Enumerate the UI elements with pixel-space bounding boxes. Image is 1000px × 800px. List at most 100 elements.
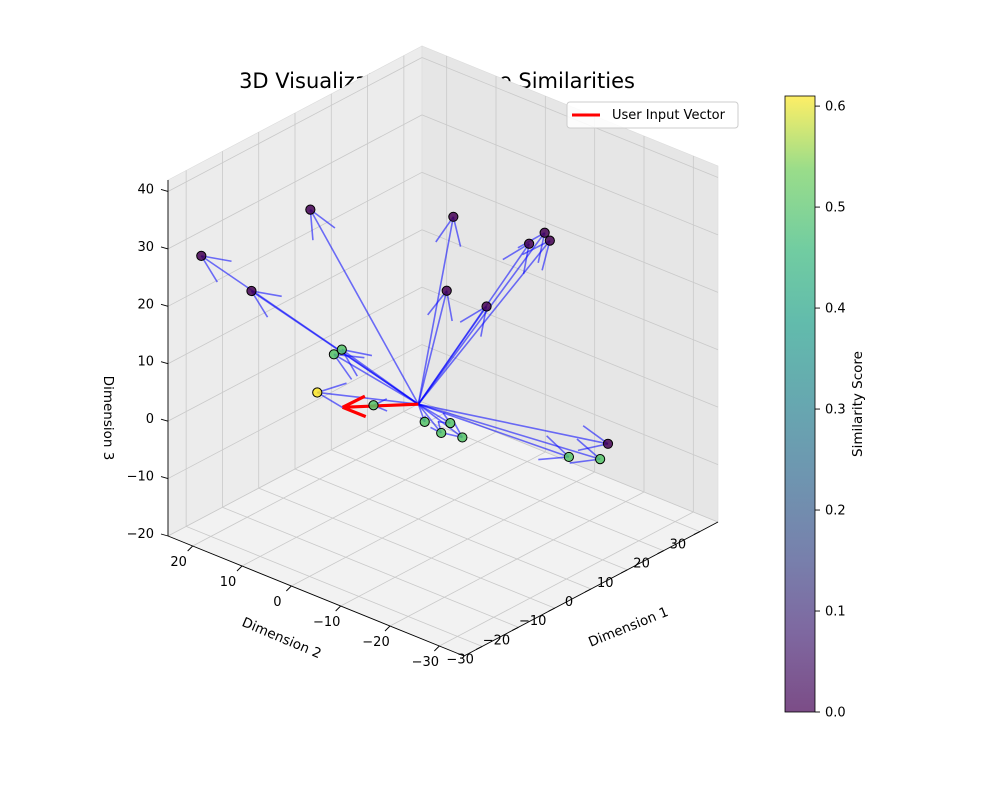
y-tick (187, 545, 193, 552)
similarity-vector-head-a (309, 208, 336, 229)
grid-floor-x (222, 506, 519, 628)
similarity-vector (417, 240, 551, 405)
grid-floor-y (241, 431, 497, 567)
z-tick (160, 303, 169, 307)
x-tick-label: 20 (633, 557, 650, 572)
recipe-point (336, 344, 347, 355)
legend: User Input Vector (566, 101, 739, 129)
y-tick-label: 0 (273, 595, 281, 610)
similarity-vector-head-b (200, 255, 218, 283)
recipe-point (524, 238, 535, 249)
colorbar-tick-label: 0.1 (825, 605, 846, 620)
similarity-vector (418, 403, 570, 458)
z-tick-label: 30 (137, 240, 154, 255)
user-vector-head-a (341, 394, 366, 409)
x-tick-label: −20 (483, 633, 510, 648)
similarity-vector-head-b (250, 290, 269, 318)
grid-wall-z-x (167, 229, 423, 365)
recipe-point (457, 432, 468, 443)
y-tick (434, 645, 440, 652)
colorbar-tick-label: 0.0 (825, 706, 846, 721)
recipe-point (602, 438, 614, 449)
user-vector-head-b (341, 405, 367, 419)
similarity-vector-head-a (341, 348, 373, 357)
z-tick-label: 40 (137, 182, 154, 197)
similarity-vector-head-b (502, 243, 530, 261)
z-tick (160, 476, 169, 480)
colorbar-tick-label: 0.4 (825, 302, 846, 317)
recipe-point (441, 285, 452, 296)
similarity-vector (417, 232, 546, 405)
similarity-vector-head-a (577, 443, 609, 452)
similarity-vector (418, 403, 609, 445)
similarity-vector-head-a (201, 255, 232, 263)
similarity-vector (418, 403, 601, 460)
x-tick-label: 10 (597, 576, 614, 591)
grid-wall-z-x (167, 401, 423, 537)
recipe-point (246, 285, 257, 297)
x-tick-label: −10 (519, 614, 546, 629)
colorbar-ticks: 0.0 0.1 0.2 0.3 0.4 0.5 0.6 (815, 100, 846, 721)
z-tick (160, 246, 169, 250)
grid-wall-z-y (421, 344, 719, 465)
user-input-vector (341, 394, 419, 419)
z-tick-label: 20 (137, 297, 154, 312)
z-tick-label: 0 (146, 412, 154, 427)
similarity-vector (417, 403, 463, 439)
grid-lines (167, 55, 719, 647)
similarity-vectors (200, 208, 609, 464)
x-tick (512, 626, 519, 631)
x-tick (584, 588, 592, 593)
similarity-vector (417, 290, 448, 405)
similarity-vector-head-a (522, 243, 530, 275)
colorbar-tick-label: 0.5 (825, 201, 846, 216)
similarity-vector (309, 209, 420, 405)
y-axis-label: Dimension 2 (239, 614, 323, 662)
colorbar-tick-label: 0.6 (825, 100, 846, 115)
similarity-vector (417, 216, 455, 405)
grid-floor-x (331, 449, 628, 571)
y-tick-label: −30 (412, 655, 439, 670)
similarity-vector (317, 391, 419, 405)
grid-wall-z-x (167, 171, 423, 307)
similarity-vector-head-b (459, 305, 487, 323)
grid-floor-y (291, 451, 546, 587)
grid-wall-z-y (421, 171, 719, 293)
recipe-point (563, 451, 574, 463)
similarity-vector-head-a (537, 232, 546, 263)
grid-wall-z-x (167, 114, 423, 250)
recipe-points (196, 204, 614, 465)
similarity-vector-head-b (316, 391, 345, 409)
similarity-vector-head-a (317, 382, 347, 394)
colorbar-tick-label: 0.3 (825, 403, 846, 418)
grid-wall-z-x (167, 344, 423, 479)
recipe-point (595, 454, 606, 465)
x-tick (548, 607, 555, 612)
recipe-point (305, 204, 316, 215)
grid-floor-y (439, 511, 694, 647)
y-axis-line (167, 535, 465, 657)
recipe-point (196, 250, 207, 261)
x-tick (693, 531, 701, 535)
colorbar-label: Similarity Score (850, 351, 866, 457)
grid-wall-z-x (167, 57, 423, 192)
z-axis-label: Dimension 3 (100, 376, 116, 461)
similarity-vector (200, 255, 419, 405)
similarity-vector-head-b (427, 290, 448, 316)
recipe-point (539, 227, 550, 238)
similarity-vector-head-a (452, 216, 462, 247)
recipe-point (328, 349, 339, 360)
grid-floor-x (294, 468, 592, 590)
similarity-vector-head-b (333, 353, 353, 380)
grid-floor-y (340, 471, 595, 607)
x-tick (657, 550, 664, 555)
z-tick (160, 189, 169, 192)
x-tick (475, 646, 483, 650)
y-tick (236, 565, 243, 572)
x-tick-label: −30 (446, 652, 473, 667)
x-axis-label: Dimension 1 (586, 604, 670, 651)
legend-label: User Input Vector (612, 108, 726, 123)
recipe-point (544, 235, 555, 246)
z-tick-label: 10 (137, 355, 154, 370)
